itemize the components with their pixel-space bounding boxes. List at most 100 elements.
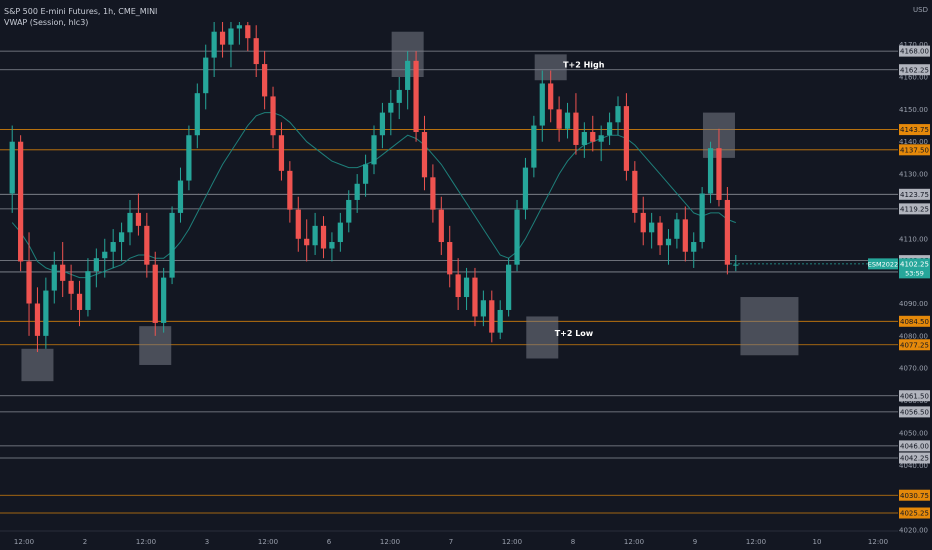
candle-body bbox=[161, 277, 167, 323]
candle-body bbox=[93, 258, 99, 272]
candle-body bbox=[371, 135, 377, 165]
annotation-t2-low: T+2 Low bbox=[555, 329, 594, 338]
candle-body bbox=[18, 141, 24, 262]
candle-body bbox=[43, 290, 49, 336]
candle-body bbox=[287, 170, 293, 210]
candle-body bbox=[674, 219, 680, 239]
level-badge bbox=[899, 452, 930, 464]
price-tick-label: 4140.00 bbox=[899, 138, 928, 146]
currency-unit: USD bbox=[913, 6, 928, 14]
time-tick-label: 12:00 bbox=[868, 538, 888, 546]
candle-body bbox=[733, 264, 739, 266]
level-badge bbox=[899, 64, 930, 76]
candle-body bbox=[514, 209, 520, 265]
countdown-label: 53:59 bbox=[905, 269, 924, 277]
indicator-label[interactable]: VWAP (Session, hlc3) bbox=[4, 18, 89, 27]
current-price-label: 4102.25 bbox=[900, 260, 929, 268]
candle-body bbox=[312, 225, 318, 246]
candle-body bbox=[438, 209, 444, 243]
candle-body bbox=[337, 222, 343, 243]
candle-body bbox=[110, 242, 116, 252]
time-tick-label: 2 bbox=[83, 538, 87, 546]
candle-body bbox=[405, 60, 411, 90]
level-badge-label: 4119.25 bbox=[900, 205, 929, 213]
time-tick-label: 3 bbox=[205, 538, 209, 546]
candle-body bbox=[270, 96, 276, 136]
candle-body bbox=[649, 222, 655, 233]
highlight-box bbox=[740, 297, 799, 356]
time-tick-label: 12:00 bbox=[624, 538, 644, 546]
level-badge-label: 4077.25 bbox=[900, 341, 929, 349]
candle-body bbox=[581, 132, 587, 145]
level-badge bbox=[899, 203, 930, 215]
candle-body bbox=[362, 164, 369, 184]
candle-body bbox=[26, 261, 32, 304]
candle-body bbox=[615, 106, 621, 123]
candle-body bbox=[85, 271, 91, 310]
time-tick-label: 12:00 bbox=[258, 538, 278, 546]
level-badge bbox=[899, 124, 930, 136]
level-badge bbox=[899, 144, 930, 156]
price-tick-label: 4020.00 bbox=[899, 527, 928, 535]
price-tick-label: 4160.00 bbox=[899, 74, 928, 82]
price-tick-label: 4080.00 bbox=[899, 332, 928, 340]
candle-body bbox=[556, 109, 562, 129]
candle-body bbox=[640, 212, 646, 233]
candle-body bbox=[60, 264, 66, 281]
candle-body bbox=[522, 167, 529, 210]
level-badge bbox=[899, 339, 930, 351]
candle-body bbox=[590, 132, 596, 142]
candle-body bbox=[396, 89, 402, 103]
candle-body bbox=[657, 222, 663, 246]
candle-body bbox=[548, 83, 554, 110]
price-tick-label: 4150.00 bbox=[899, 106, 928, 114]
candle-body bbox=[135, 212, 142, 226]
annotations: T+2 High T+2 Low bbox=[555, 60, 605, 338]
time-axis: 12:00 2 12:00 3 12:00 6 12:00 7 12:00 8 12:00 9 12:0… bbox=[0, 530, 898, 546]
candle-body bbox=[497, 309, 503, 333]
candle-body bbox=[539, 83, 545, 126]
highlight-box bbox=[526, 316, 559, 359]
candle-body bbox=[295, 209, 301, 239]
time-tick-label: 9 bbox=[693, 538, 697, 546]
candle-body bbox=[144, 225, 150, 265]
time-tick-label: 8 bbox=[571, 538, 575, 546]
candle-body bbox=[228, 28, 234, 45]
candle-body bbox=[219, 31, 226, 45]
time-tick-label: 7 bbox=[449, 538, 453, 546]
candle-body bbox=[34, 303, 41, 336]
candle-body bbox=[724, 199, 730, 265]
level-badge bbox=[899, 390, 930, 402]
candle-body bbox=[506, 264, 512, 310]
candle-body bbox=[691, 242, 697, 252]
level-badge-label: 4056.50 bbox=[900, 408, 929, 416]
symbol-badge bbox=[868, 258, 898, 270]
candle-body bbox=[632, 170, 638, 213]
candle-body bbox=[253, 38, 259, 65]
time-tick-label: 10 bbox=[813, 538, 822, 546]
level-badge bbox=[899, 45, 930, 57]
candle-body bbox=[203, 57, 209, 94]
candle-body bbox=[430, 177, 436, 210]
candle-body bbox=[413, 60, 419, 133]
level-badge bbox=[899, 507, 930, 519]
candle-body bbox=[699, 193, 705, 243]
candle-body bbox=[278, 135, 285, 171]
candle-body bbox=[606, 122, 613, 136]
highlight-box bbox=[21, 348, 54, 382]
symbol-badge-label: ESM2022 bbox=[868, 260, 898, 268]
level-badge-label: 4137.50 bbox=[900, 146, 929, 154]
candle-body bbox=[304, 238, 310, 246]
candle-body bbox=[152, 264, 158, 323]
level-badge-label: 4061.50 bbox=[900, 392, 929, 400]
candle-body bbox=[68, 280, 74, 294]
candle-body bbox=[531, 125, 537, 168]
candle-body bbox=[76, 293, 83, 310]
time-tick-label: 12:00 bbox=[136, 538, 156, 546]
candle-body bbox=[51, 264, 57, 291]
symbol-title[interactable]: S&P 500 E-mini Futures, 1h, CME_MINI bbox=[4, 7, 158, 16]
candle-body bbox=[262, 64, 268, 97]
current-price-badge bbox=[899, 258, 930, 279]
level-badge bbox=[899, 406, 930, 418]
